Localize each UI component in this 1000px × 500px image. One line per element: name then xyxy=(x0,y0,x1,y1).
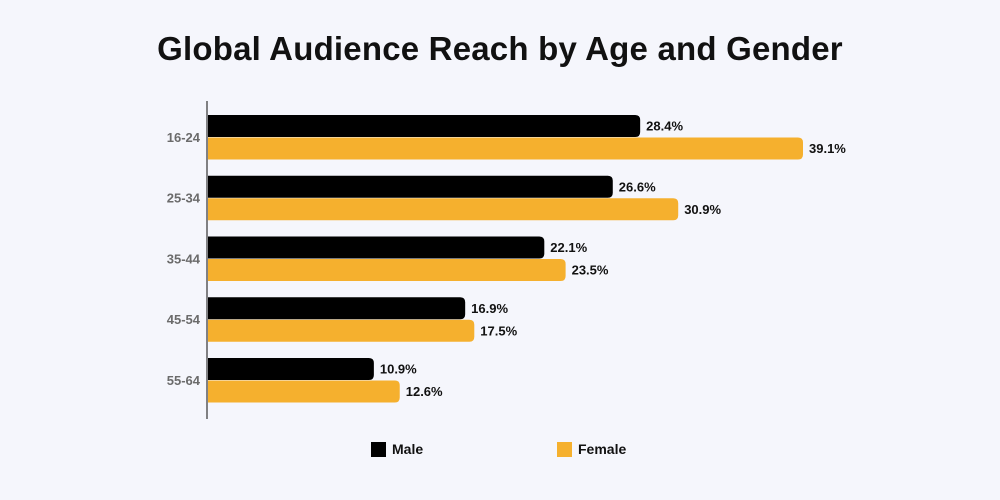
category-label-35-44: 35-44 xyxy=(167,251,201,266)
category-label-25-34: 25-34 xyxy=(167,191,201,206)
legend-item-female: Female xyxy=(557,441,626,457)
value-label-male-35-44: 22.1% xyxy=(550,240,587,255)
legend-label-male: Male xyxy=(392,441,424,457)
value-label-female-55-64: 12.6% xyxy=(406,384,443,399)
bar-male-35-44 xyxy=(208,236,545,259)
category-label-16-24: 16-24 xyxy=(167,130,201,145)
bar-male-55-64 xyxy=(208,358,374,380)
legend-swatch-male xyxy=(371,441,386,457)
legend-label-female: Female xyxy=(578,441,627,457)
value-label-male-16-24: 28.4% xyxy=(646,119,683,134)
bar-female-55-64 xyxy=(208,380,400,403)
category-label-45-54: 45-54 xyxy=(167,312,201,327)
bar-male-16-24 xyxy=(208,115,641,137)
legend-swatch-female xyxy=(557,441,572,457)
legend: Male Female xyxy=(0,441,1000,461)
bar-female-25-34 xyxy=(208,198,679,221)
value-label-female-25-34: 30.9% xyxy=(684,202,721,217)
value-label-male-25-34: 26.6% xyxy=(619,179,656,194)
bar-female-35-44 xyxy=(208,259,566,281)
legend-item-male: Male xyxy=(371,441,423,457)
value-label-male-45-54: 16.9% xyxy=(471,301,508,316)
value-label-female-45-54: 17.5% xyxy=(480,323,517,338)
value-label-female-16-24: 39.1% xyxy=(809,141,846,156)
bar-female-45-54 xyxy=(208,319,475,342)
value-label-female-35-44: 23.5% xyxy=(572,263,609,278)
chart-title: Global Audience Reach by Age and Gender xyxy=(157,30,843,67)
bar-male-45-54 xyxy=(208,297,466,320)
category-label-55-64: 55-64 xyxy=(167,373,201,388)
bar-male-25-34 xyxy=(208,175,613,198)
bar-female-16-24 xyxy=(208,137,803,160)
value-label-male-55-64: 10.9% xyxy=(380,362,417,377)
